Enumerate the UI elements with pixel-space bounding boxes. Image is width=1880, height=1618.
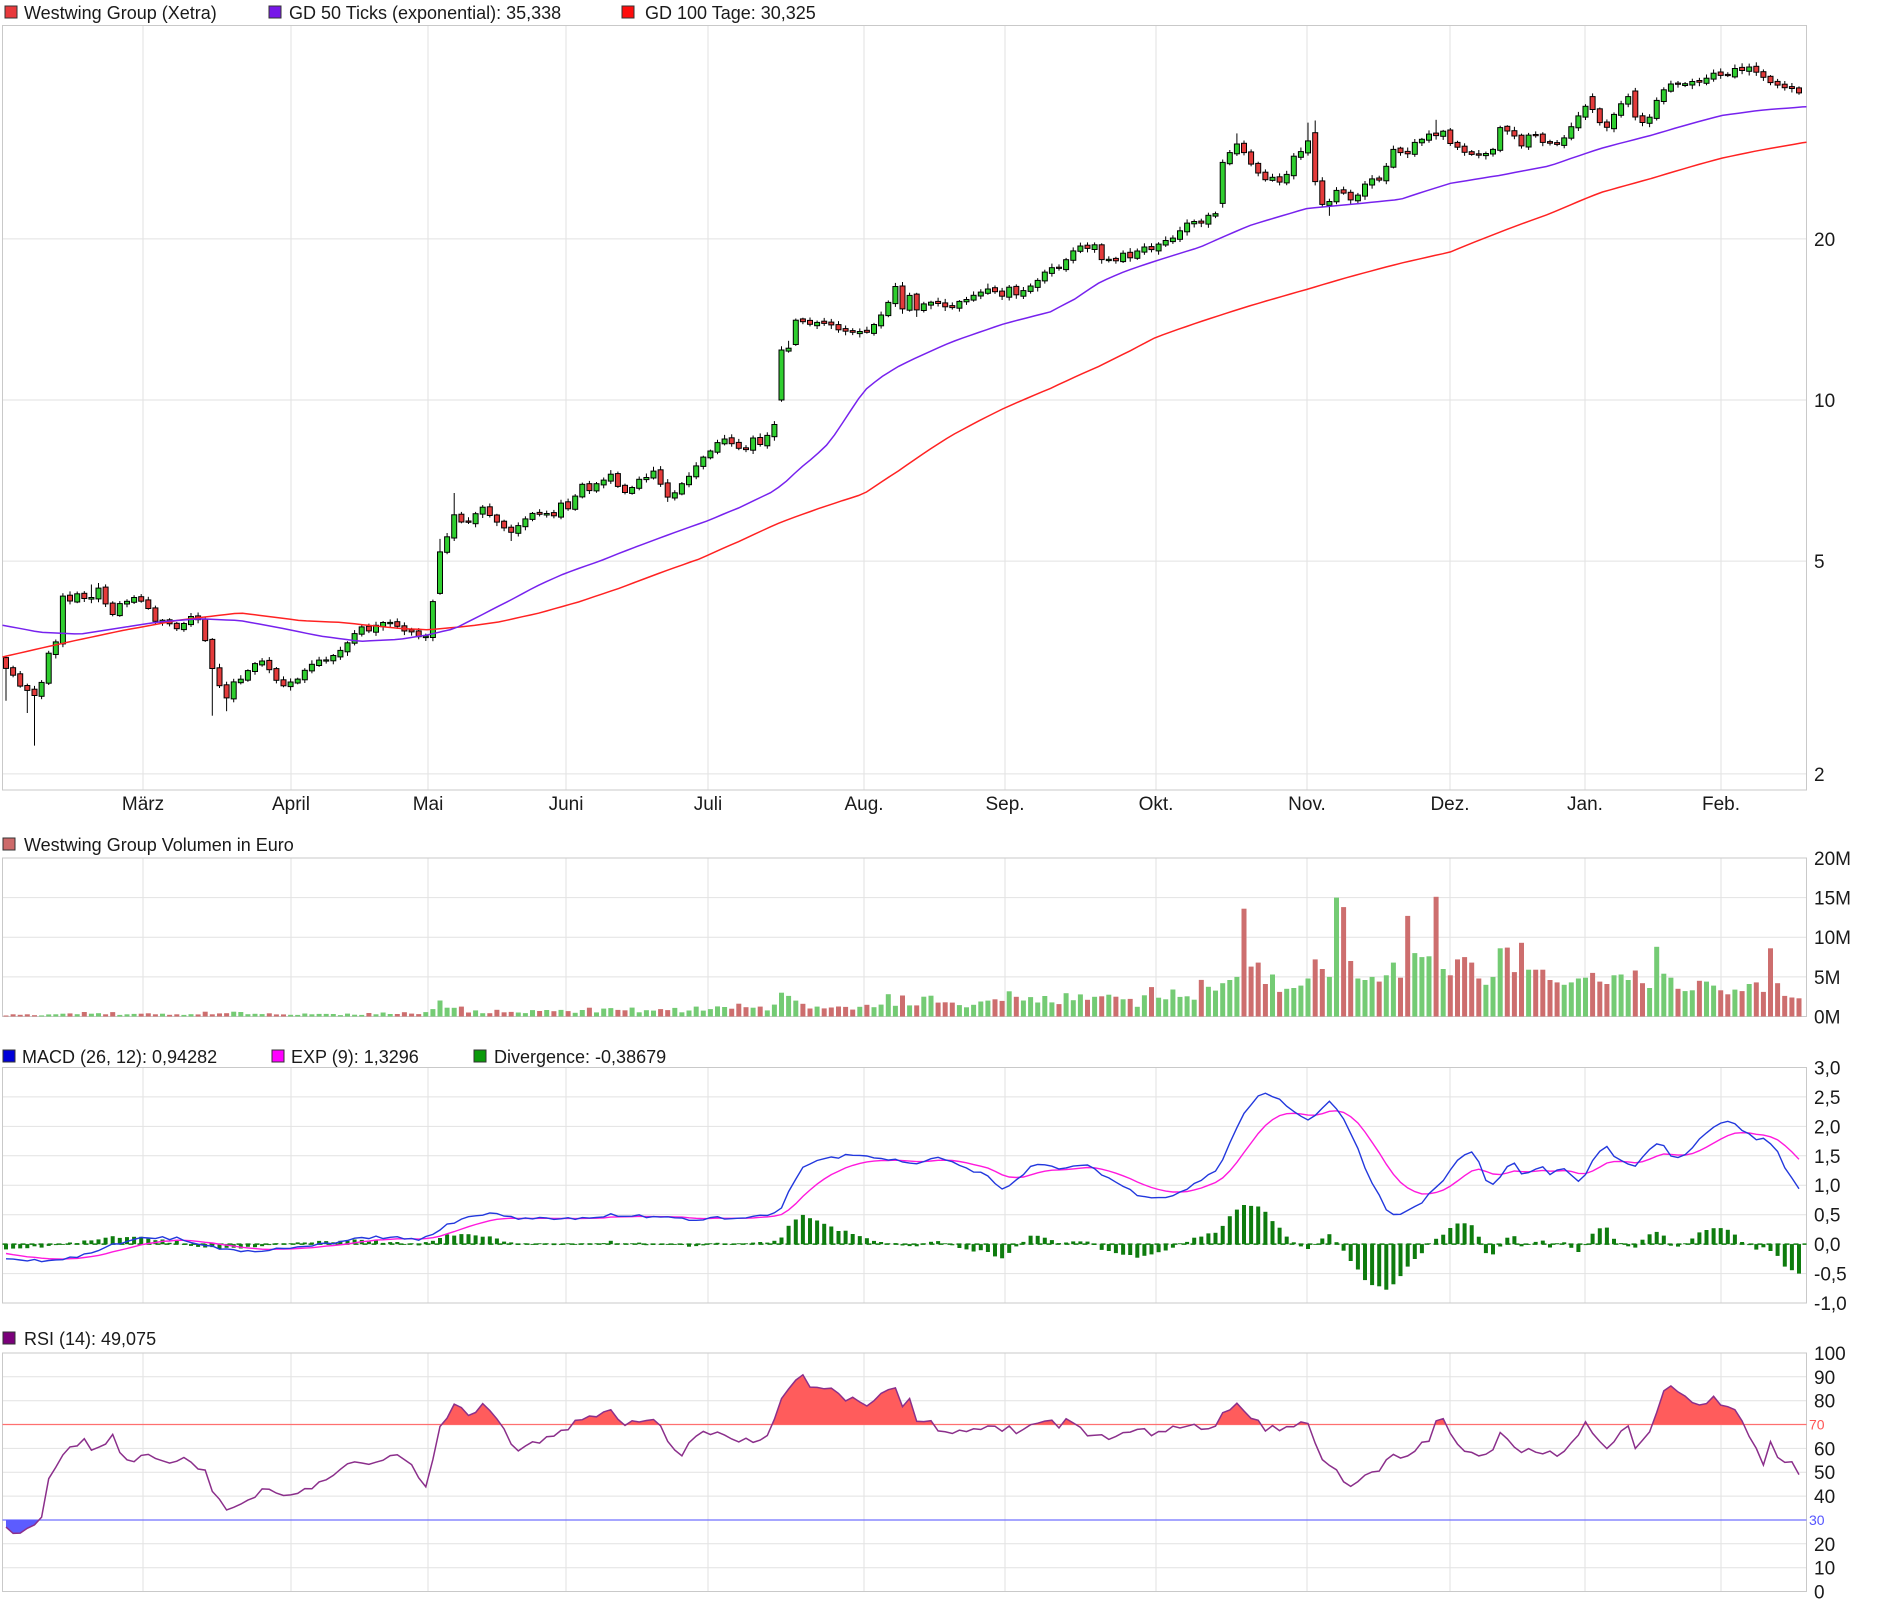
svg-text:0: 0 [1814, 1583, 1825, 1604]
svg-text:0,0: 0,0 [1814, 1235, 1840, 1256]
svg-text:Mai: Mai [413, 794, 444, 815]
svg-text:Okt.: Okt. [1139, 794, 1174, 815]
svg-text:Sep.: Sep. [985, 794, 1024, 815]
svg-text:1,0: 1,0 [1814, 1176, 1840, 1197]
svg-text:April: April [272, 794, 310, 815]
svg-text:Dez.: Dez. [1430, 794, 1469, 815]
svg-text:GD 50 Ticks (exponential): 35,: GD 50 Ticks (exponential): 35,338 [289, 3, 561, 23]
svg-text:100: 100 [1814, 1344, 1846, 1365]
svg-text:10: 10 [1814, 391, 1835, 412]
svg-text:Juli: Juli [694, 794, 723, 815]
svg-text:20: 20 [1814, 1535, 1835, 1556]
svg-text:RSI (14): 49,075: RSI (14): 49,075 [24, 1329, 156, 1349]
svg-text:Juni: Juni [549, 794, 584, 815]
svg-text:5: 5 [1814, 552, 1825, 573]
svg-text:40: 40 [1814, 1487, 1835, 1508]
svg-text:0M: 0M [1814, 1008, 1840, 1029]
svg-text:10M: 10M [1814, 928, 1851, 949]
svg-text:Westwing Group Volumen in Euro: Westwing Group Volumen in Euro [24, 835, 294, 855]
svg-text:60: 60 [1814, 1439, 1835, 1460]
svg-text:1,5: 1,5 [1814, 1147, 1840, 1168]
svg-text:20M: 20M [1814, 849, 1851, 870]
svg-text:EXP (9): 1,3296: EXP (9): 1,3296 [291, 1047, 419, 1067]
svg-text:5M: 5M [1814, 968, 1840, 989]
svg-text:2,0: 2,0 [1814, 1117, 1840, 1138]
svg-text:Jan.: Jan. [1567, 794, 1603, 815]
svg-text:Feb.: Feb. [1702, 794, 1740, 815]
svg-text:70: 70 [1809, 1417, 1825, 1433]
svg-text:März: März [122, 794, 164, 815]
svg-text:10: 10 [1814, 1559, 1835, 1580]
svg-text:-1,0: -1,0 [1814, 1294, 1847, 1315]
svg-text:2,5: 2,5 [1814, 1088, 1840, 1109]
svg-text:50: 50 [1814, 1463, 1835, 1484]
svg-text:Nov.: Nov. [1288, 794, 1326, 815]
svg-text:80: 80 [1814, 1392, 1835, 1413]
svg-text:20: 20 [1814, 230, 1835, 251]
svg-text:2: 2 [1814, 765, 1825, 786]
svg-text:-0,5: -0,5 [1814, 1265, 1847, 1286]
svg-text:3,0: 3,0 [1814, 1059, 1840, 1080]
svg-text:0,5: 0,5 [1814, 1206, 1840, 1227]
svg-text:30: 30 [1809, 1512, 1825, 1528]
svg-text:Westwing Group (Xetra): Westwing Group (Xetra) [24, 3, 217, 23]
svg-text:MACD (26, 12): 0,94282: MACD (26, 12): 0,94282 [22, 1047, 217, 1067]
svg-text:15M: 15M [1814, 889, 1851, 910]
svg-text:GD 100 Tage: 30,325: GD 100 Tage: 30,325 [645, 3, 816, 23]
svg-text:90: 90 [1814, 1368, 1835, 1389]
svg-text:Divergence: -0,38679: Divergence: -0,38679 [494, 1047, 666, 1067]
svg-text:Aug.: Aug. [844, 794, 883, 815]
